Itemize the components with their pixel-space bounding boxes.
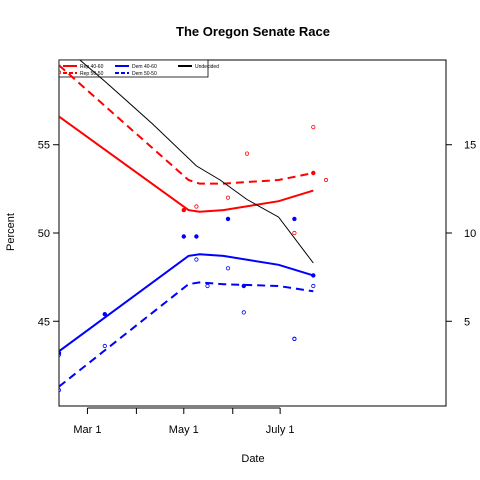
y-tick-label: 50 xyxy=(38,228,50,240)
series-layer xyxy=(59,60,314,388)
data-point-rep xyxy=(323,177,329,183)
data-point-dem xyxy=(311,283,316,289)
data-point-rep xyxy=(194,204,199,209)
series-line-undecided xyxy=(79,60,314,264)
data-point-dem xyxy=(205,283,210,289)
y2-tick-label: 10 xyxy=(464,228,476,240)
data-point-rep xyxy=(292,230,297,236)
data-point-dem xyxy=(311,273,316,278)
y-tick-label: 55 xyxy=(38,140,50,152)
x-tick-label: Mar 1 xyxy=(73,424,101,436)
data-point-rep xyxy=(225,195,231,200)
points-layer xyxy=(59,70,329,393)
legend-box xyxy=(58,59,209,78)
x-axis-label: Date xyxy=(241,453,264,465)
legend-label: Rep 40-60 xyxy=(80,64,104,70)
data-point-rep xyxy=(311,125,316,130)
data-point-rep xyxy=(311,170,316,176)
data-point-dem xyxy=(225,216,231,222)
x-tick-label: July 1 xyxy=(266,424,295,436)
data-point-dem xyxy=(181,234,186,239)
data-point-dem xyxy=(225,266,231,271)
data-point-dem xyxy=(241,283,246,289)
data-point-dem xyxy=(292,336,297,341)
legend-label: Rep 50-50 xyxy=(80,71,104,77)
data-point-dem xyxy=(59,352,62,357)
chart-title: The Oregon Senate Race xyxy=(176,24,330,39)
series-line-dem-40-60 xyxy=(59,253,314,353)
y-tick-label: 45 xyxy=(38,316,50,328)
data-point-dem xyxy=(194,257,199,262)
legend-label: Dem 40-60 xyxy=(132,64,157,70)
series-line-rep-40-60 xyxy=(59,115,314,213)
y-axis-label: Percent xyxy=(5,213,17,251)
data-point-dem xyxy=(102,312,107,317)
data-point-dem xyxy=(59,388,62,393)
data-point-rep xyxy=(181,207,186,213)
legend-label: Dem 50-50 xyxy=(132,71,157,77)
data-point-dem xyxy=(292,216,297,222)
x-tick-label: May 1 xyxy=(169,424,199,436)
data-point-rep xyxy=(59,70,62,75)
series-line-dem-50-50 xyxy=(59,281,314,388)
data-point-rep xyxy=(244,151,250,156)
y2-tick-label: 15 xyxy=(464,140,476,152)
data-point-dem xyxy=(194,234,199,239)
y2-tick-label: 5 xyxy=(464,316,470,328)
data-point-dem xyxy=(241,310,246,315)
legend-label: Undecided xyxy=(195,64,219,70)
data-point-dem xyxy=(102,343,107,349)
series-line-rep-50-50 xyxy=(59,64,314,185)
